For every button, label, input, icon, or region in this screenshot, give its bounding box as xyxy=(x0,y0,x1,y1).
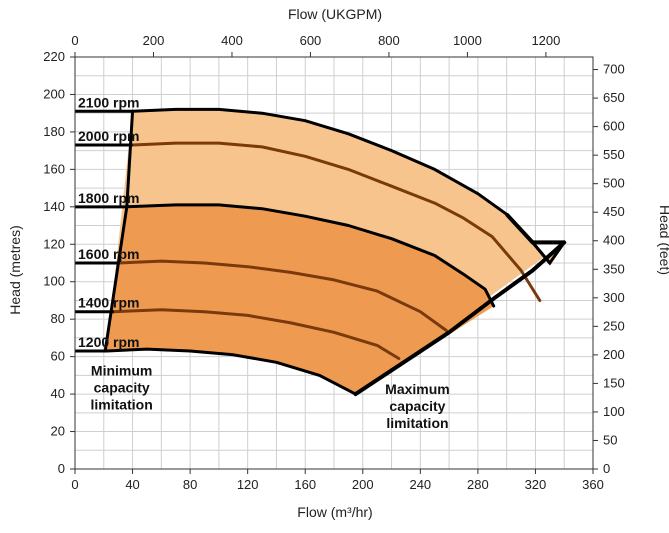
min-capacity-annotation-line: limitation xyxy=(91,396,153,412)
curve-1200-rpm xyxy=(105,347,358,396)
max-capacity-boundary xyxy=(353,240,567,397)
axes xyxy=(74,56,594,470)
rpm-curves xyxy=(75,107,552,396)
y-left-tick-label: 80 xyxy=(51,311,65,326)
y-right-tick-label: 250 xyxy=(603,318,625,333)
series-label-2100-rpm: 2100 rpm xyxy=(78,94,139,110)
curve-1400-rpm xyxy=(112,308,401,360)
operating-regions xyxy=(106,109,565,395)
y-left-tick-label: 220 xyxy=(43,49,65,64)
x-bottom-tick-label: 80 xyxy=(183,477,197,492)
y-left-tick-label: 120 xyxy=(43,236,65,251)
y-right-tick-label: 650 xyxy=(603,90,625,105)
y-right-tick-label: 50 xyxy=(603,432,617,447)
x-bottom-tick-label: 40 xyxy=(125,477,139,492)
x-bottom-tick-label: 320 xyxy=(525,477,547,492)
x-top-tick-label: 1200 xyxy=(531,33,560,48)
y-right-tick-label: 0 xyxy=(603,461,610,476)
x-bottom-tick-label: 240 xyxy=(409,477,431,492)
x-bottom-axis-title: Flow (m³/hr) xyxy=(297,504,372,520)
annotations: MinimumcapacitylimitationMaximumcapacity… xyxy=(91,362,450,431)
x-bottom-tick-label: 280 xyxy=(467,477,489,492)
y-right-tick-label: 550 xyxy=(603,147,625,162)
x-bottom-tick-label: 360 xyxy=(582,477,604,492)
y-left-tick-label: 40 xyxy=(51,386,65,401)
y-right-axis-title: Head (feet) xyxy=(657,205,669,275)
y-right-tick-label: 700 xyxy=(603,62,625,77)
y-left-axis-title: Head (metres) xyxy=(7,225,23,314)
series-label-1600-rpm: 1600 rpm xyxy=(78,246,139,262)
curve-2000-rpm xyxy=(131,141,542,302)
min-capacity-annotation-line: Minimum xyxy=(91,362,152,378)
series-label-1800-rpm: 1800 rpm xyxy=(78,190,139,206)
y-right-tick-label: 100 xyxy=(603,404,625,419)
max-capacity-annotation-line: limitation xyxy=(386,415,448,431)
limit-boundaries xyxy=(103,109,567,397)
series-label-2000-rpm: 2000 rpm xyxy=(78,128,139,144)
min-capacity-annotation-line: capacity xyxy=(94,379,150,395)
x-top-tick-label: 400 xyxy=(221,33,243,48)
x-top-axis-title: Flow (UKGPM) xyxy=(288,6,382,22)
curve-1800-rpm xyxy=(125,203,496,308)
operating-region-dark xyxy=(106,204,494,395)
series-label-1200-rpm: 1200 rpm xyxy=(78,334,139,350)
y-left-tick-label: 180 xyxy=(43,124,65,139)
x-bottom-tick-label: 160 xyxy=(294,477,316,492)
series-labels: 2100 rpm 2000 rpm 1800 rpm 1600 rpm 1400 rpm… xyxy=(78,94,139,350)
curve-1600-rpm xyxy=(116,259,448,332)
x-bottom-tick-label: 0 xyxy=(71,477,78,492)
y-right-tick-label: 400 xyxy=(603,233,625,248)
x-top-tick-label: 800 xyxy=(378,33,400,48)
outer-top-edge xyxy=(505,212,565,245)
y-left-tick-label: 140 xyxy=(43,199,65,214)
plot-frame xyxy=(74,56,594,470)
x-top-tick-label: 1000 xyxy=(453,33,482,48)
y-right-tick-label: 200 xyxy=(603,347,625,362)
x-top-tick-label: 200 xyxy=(143,33,165,48)
x-top-tick-label: 600 xyxy=(300,33,322,48)
y-right-tick-label: 500 xyxy=(603,176,625,191)
x-bottom-tick-label: 120 xyxy=(237,477,259,492)
max-capacity-annotation-line: Maximum xyxy=(385,381,450,397)
max-capacity-annotation-line: capacity xyxy=(389,398,445,414)
y-left-tick-label: 200 xyxy=(43,86,65,101)
series-label-1400-rpm: 1400 rpm xyxy=(78,295,139,311)
y-right-tick-label: 350 xyxy=(603,261,625,276)
y-left-tick-label: 160 xyxy=(43,161,65,176)
x-top-tick-label: 0 xyxy=(71,33,78,48)
y-right-tick-label: 300 xyxy=(603,290,625,305)
y-right-tick-label: 600 xyxy=(603,119,625,134)
x-bottom-tick-label: 200 xyxy=(352,477,374,492)
min-capacity-boundary xyxy=(103,109,135,353)
y-left-tick-label: 100 xyxy=(43,274,65,289)
y-left-tick-label: 0 xyxy=(58,461,65,476)
y-right-tick-label: 150 xyxy=(603,375,625,390)
y-left-tick-label: 20 xyxy=(51,424,65,439)
y-left-tick-label: 60 xyxy=(51,349,65,364)
y-right-tick-label: 450 xyxy=(603,204,625,219)
